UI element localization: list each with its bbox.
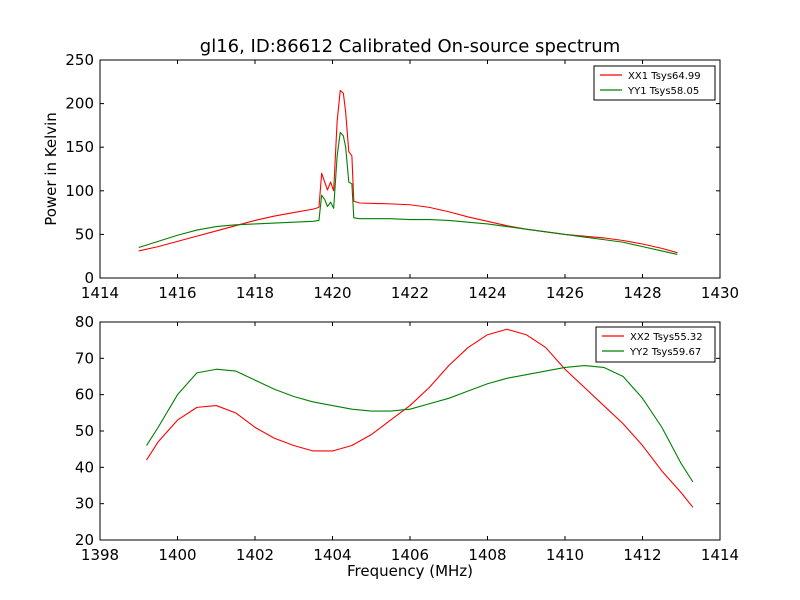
series-line-2-2 [146, 365, 694, 483]
legend-label: YY2 Tsys59.67 [629, 347, 701, 358]
x-axis-label: Frequency (MHz) [347, 562, 473, 580]
y-tick-label: 0 [84, 269, 94, 287]
y-tick-label: 80 [75, 313, 94, 331]
x-tick-label: 1410 [546, 546, 584, 564]
series-line-1-2 [138, 131, 678, 255]
x-tick-label: 1418 [236, 284, 274, 302]
legend-label: XX2 Tsys55.32 [630, 332, 703, 343]
legend: XX1 Tsys64.99 YY1 Tsys58.05 [593, 65, 716, 101]
x-tick-label: 1414 [81, 284, 119, 302]
series-line-2-1 [146, 328, 694, 508]
x-tick-label: 1424 [468, 284, 506, 302]
x-tick-label: 1416 [158, 284, 196, 302]
legend-label: XX1 Tsys64.99 [628, 71, 701, 82]
y-tick-label: 20 [75, 531, 94, 549]
y-tick-label: 250 [65, 51, 94, 69]
y-tick-label: 100 [65, 182, 94, 200]
chart-title: gl16, ID:86612 Calibrated On-source spec… [200, 36, 620, 57]
x-tick-label: 1422 [391, 284, 429, 302]
x-tick-label: 1398 [81, 546, 119, 564]
x-tick-label: 1420 [313, 284, 351, 302]
legend: XX2 Tsys55.32 YY2 Tsys59.67 [595, 326, 716, 363]
x-tick-label: 1402 [236, 546, 274, 564]
y-tick-label: 50 [75, 225, 94, 243]
x-tick-label: 1404 [313, 546, 351, 564]
y-tick-label: 150 [65, 138, 94, 156]
x-tick-label: 1412 [623, 546, 661, 564]
top-plot: 1414 1416 1418 1420 1422 1424 1426 1428 1430 0 50 1… [42, 51, 739, 302]
x-tick-label: 1414 [701, 546, 739, 564]
x-tick-label: 1406 [391, 546, 429, 564]
x-tick-label: 1426 [546, 284, 584, 302]
y-axis-label: Power in Kelvin [42, 112, 60, 226]
legend-box [593, 65, 716, 101]
x-tick-label: 1430 [701, 284, 739, 302]
y-tick-label: 30 [75, 495, 94, 513]
legend-label: YY1 Tsys58.05 [627, 86, 699, 97]
x-tick-label: 1400 [158, 546, 196, 564]
x-tick-label: 1408 [468, 546, 506, 564]
y-tick-label: 70 [75, 349, 94, 367]
y-tick-label: 40 [75, 458, 94, 476]
bottom-plot: 1398 1400 1402 1404 1406 1408 1410 1412 1414 20 30… [75, 313, 739, 580]
y-tick-label: 50 [75, 422, 94, 440]
x-tick-label: 1428 [623, 284, 661, 302]
y-tick-label: 60 [75, 386, 94, 404]
y-tick-label: 200 [65, 95, 94, 113]
legend-box [595, 326, 716, 363]
